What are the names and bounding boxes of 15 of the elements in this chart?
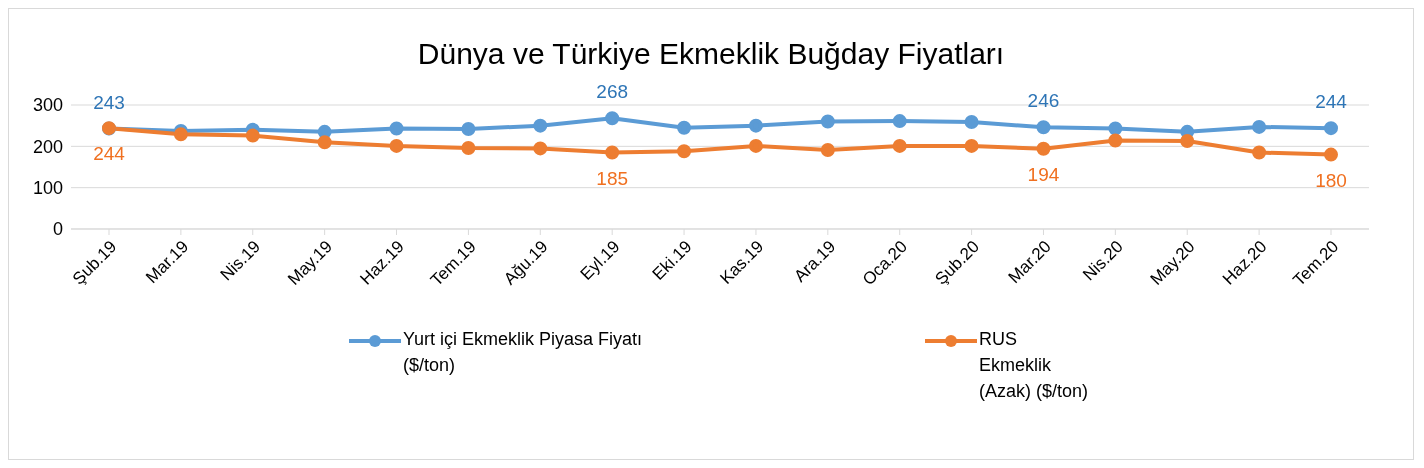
y-tick-label: 100 [32, 178, 63, 199]
data-label: 185 [596, 167, 629, 189]
legend-label: Yurt içi Ekmeklik Piyasa Fiyatı ($/ton) [403, 328, 644, 377]
y-tick-label: 200 [32, 136, 63, 157]
data-label: 243 [93, 91, 125, 113]
chart-title: Dünya ve Türkiye Ekmeklik Buğday Fiyatları [416, 37, 1006, 71]
data-label: 268 [596, 81, 629, 103]
data-label: 246 [1027, 90, 1060, 112]
y-tick-label: 300 [32, 95, 63, 116]
y-tick-label: 0 [52, 219, 63, 240]
data-label: 194 [1027, 163, 1060, 185]
legend-label: RUS Ekmeklik (Azak) ($/ton) [979, 328, 1090, 403]
data-label: 180 [1315, 169, 1347, 191]
data-label: 244 [93, 143, 126, 165]
data-label: 244 [1315, 91, 1348, 113]
